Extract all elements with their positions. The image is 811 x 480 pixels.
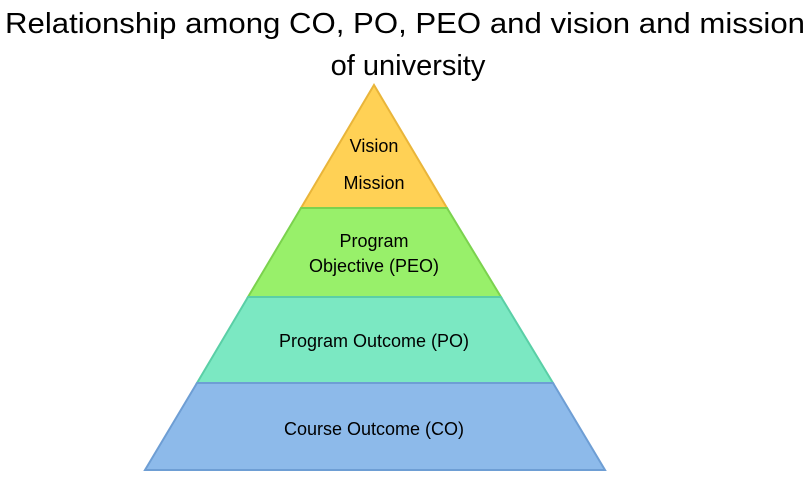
level-label-po: Program Outcome (PO) (279, 331, 469, 351)
title-line-1: Relationship among CO, PO, PEO and visio… (5, 8, 805, 40)
level-label-mission: Mission (343, 173, 404, 193)
level-label-peo: Objective (PEO) (309, 256, 439, 276)
pyramid-level-co (143, 382, 607, 471)
level-label-program: Program (339, 231, 408, 251)
level-label-vision: Vision (350, 136, 399, 156)
title-line-2: of university (331, 50, 486, 82)
level-label-co: Course Outcome (CO) (284, 419, 464, 439)
pyramid: Vision Mission Program Objective (PEO) P… (143, 83, 607, 471)
pyramid-level-peo (246, 207, 503, 298)
